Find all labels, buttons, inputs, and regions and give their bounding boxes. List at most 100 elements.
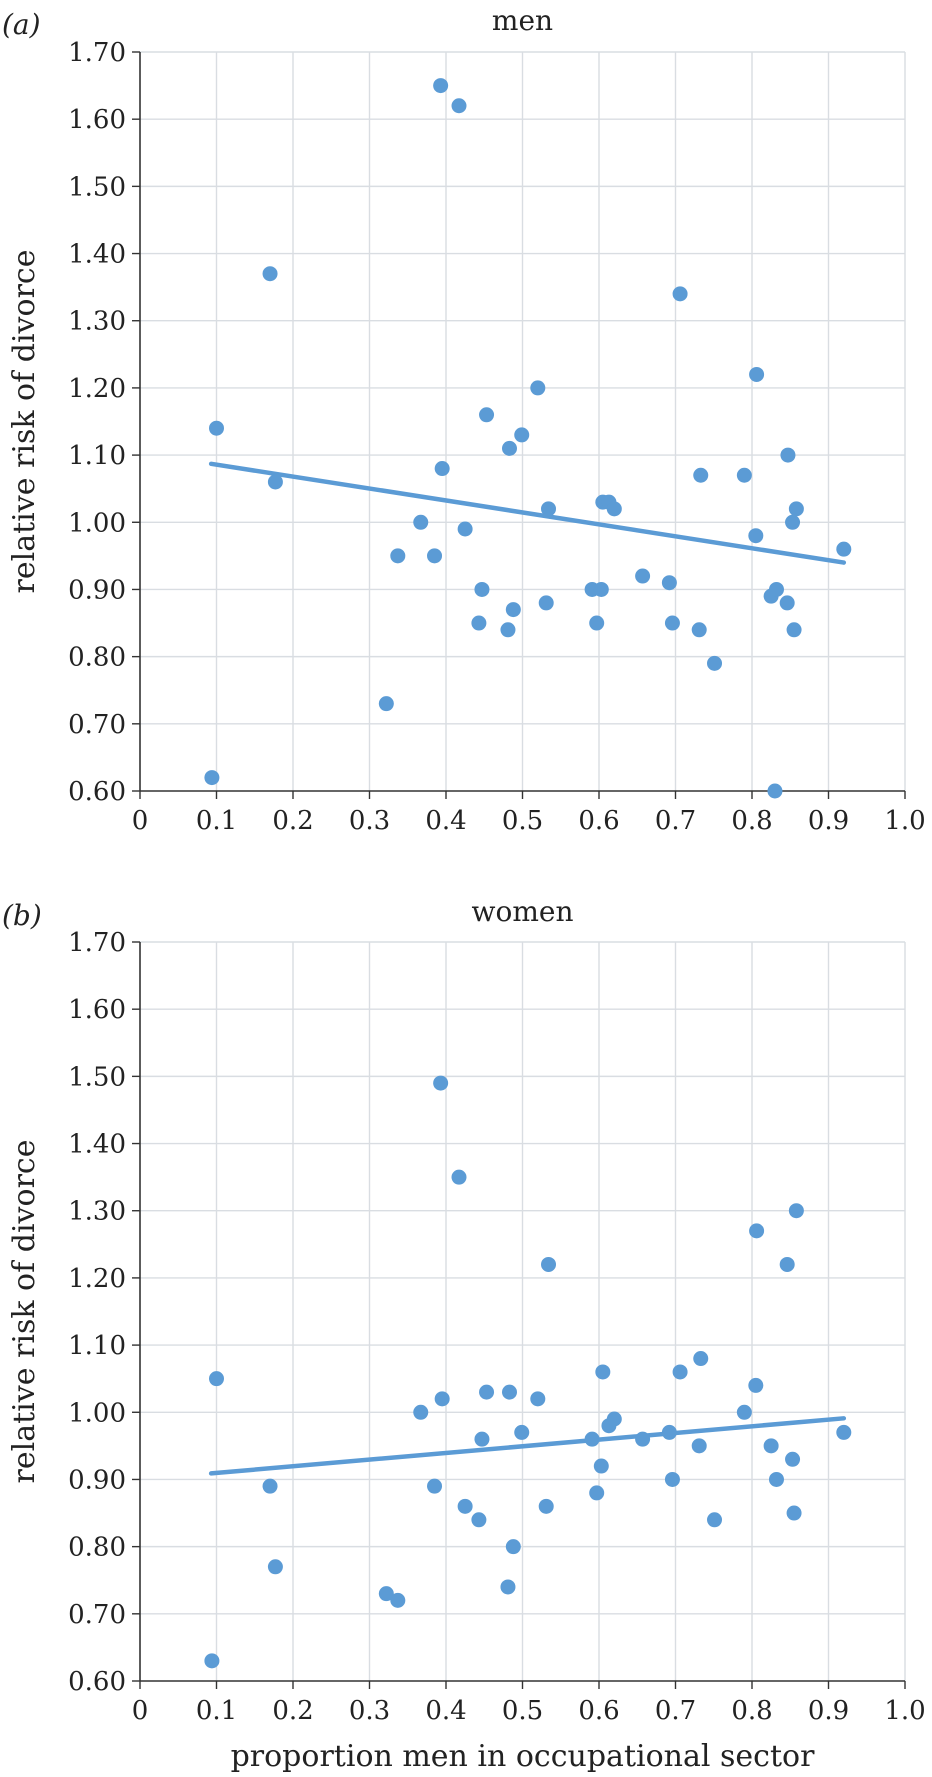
data-point [767,783,783,799]
data-point [749,1223,765,1239]
data-point [390,548,406,564]
y-tick-label: 1.60 [68,995,126,1025]
x-tick-label: 0 [132,1696,149,1726]
y-tick-label: 0.90 [68,1465,126,1495]
panel-a-men: 0 0.1 0.2 0.3 0.4 0.5 0.6 0.7 0.8 0.9 1.0 0.60 0.70 0… [2,4,926,836]
x-axis-title: proportion men in occupational sector [231,1739,815,1774]
data-point [693,467,709,483]
data-point [505,602,521,618]
data-point [514,1424,530,1440]
panel-label: (a) [2,8,41,41]
data-point [768,581,784,597]
x-tick-label: 0.9 [808,806,849,836]
data-point [538,1498,554,1514]
x-tick-label: 0.8 [731,1696,772,1726]
y-tick-label: 0.60 [68,777,126,807]
data-point [788,1203,804,1219]
y-tick-label: 0.60 [68,1667,126,1697]
data-point [672,286,688,302]
data-point [836,1424,852,1440]
x-tick-label: 0.2 [272,806,313,836]
data-point [267,1559,283,1575]
data-point [451,1169,467,1185]
data-point [595,1364,611,1380]
data-point [672,1364,688,1380]
y-tick-label: 1.20 [68,1264,126,1294]
x-tick-label: 0.3 [349,1696,390,1726]
data-point [262,266,278,282]
data-point [541,1256,557,1272]
data-point [736,467,752,483]
y-axis-title: relative risk of divorce [7,250,42,594]
data-point [471,1512,487,1528]
data-point [427,548,443,564]
x-tick-label: 0.4 [425,1696,466,1726]
y-axis-title: relative risk of divorce [7,1140,42,1484]
data-point [479,1384,495,1400]
data-point [584,1431,600,1447]
data-point [474,581,490,597]
x-tick-label: 1.0 [884,1696,925,1726]
y-tick-label: 0.70 [68,1600,126,1630]
data-point [434,1391,450,1407]
x-tick-label: 0.3 [349,806,390,836]
y-tick-label: 1.70 [68,928,126,958]
y-tick-label: 1.30 [68,1197,126,1227]
data-point [479,407,495,423]
data-point [691,622,707,638]
y-tick-label: 0.80 [68,643,126,673]
data-point [433,1075,449,1091]
data-point [593,1458,609,1474]
y-tick-label: 1.00 [68,1398,126,1428]
data-point [505,1539,521,1555]
x-tick-label: 0.4 [425,806,466,836]
x-tick-label: 0.8 [731,806,772,836]
data-point [589,615,605,631]
data-point [736,1404,752,1420]
data-point [390,1592,406,1608]
data-point [457,1498,473,1514]
data-point [788,501,804,517]
data-point [779,1256,795,1272]
y-tick-label: 1.70 [68,38,126,68]
panel-b-women: 0 0.1 0.2 0.3 0.4 0.5 0.6 0.7 0.8 0.9 1.0 0.60 0.70 0… [2,895,926,1774]
x-tick-label: 0.6 [578,1696,619,1726]
x-tick-label: 0.5 [502,806,543,836]
data-point [786,1505,802,1521]
data-point [471,615,487,631]
panel-title: men [492,4,553,37]
data-point [378,1586,394,1602]
data-point [589,1485,605,1501]
y-tick-label: 1.40 [68,240,126,270]
data-point [693,1351,709,1367]
y-tick-label: 1.20 [68,374,126,404]
data-point [457,521,473,537]
data-point [593,581,609,597]
data-point [691,1438,707,1454]
y-tick-label: 1.50 [68,172,126,202]
data-point [500,1579,516,1595]
data-point [664,1471,680,1487]
x-tick-label: 0.1 [196,806,237,836]
data-point [413,1404,429,1420]
y-tick-label: 1.40 [68,1130,126,1160]
panel-title: women [472,895,574,928]
x-tick-label: 0.6 [578,806,619,836]
x-tick-label: 0.2 [272,1696,313,1726]
data-point [661,1424,677,1440]
y-tick-label: 1.60 [68,105,126,135]
y-tick-label: 1.10 [68,441,126,471]
data-point [413,514,429,530]
x-tick-label: 0.9 [808,1696,849,1726]
data-point [501,440,517,456]
y-tick-label: 0.90 [68,575,126,605]
data-point [538,595,554,611]
x-tick-label: 0.1 [196,1696,237,1726]
data-point [707,1512,723,1528]
data-point [635,1431,651,1447]
x-tick-label: 1.0 [884,806,925,836]
data-point [748,1377,764,1393]
data-point [209,1371,224,1387]
data-point [541,501,557,517]
